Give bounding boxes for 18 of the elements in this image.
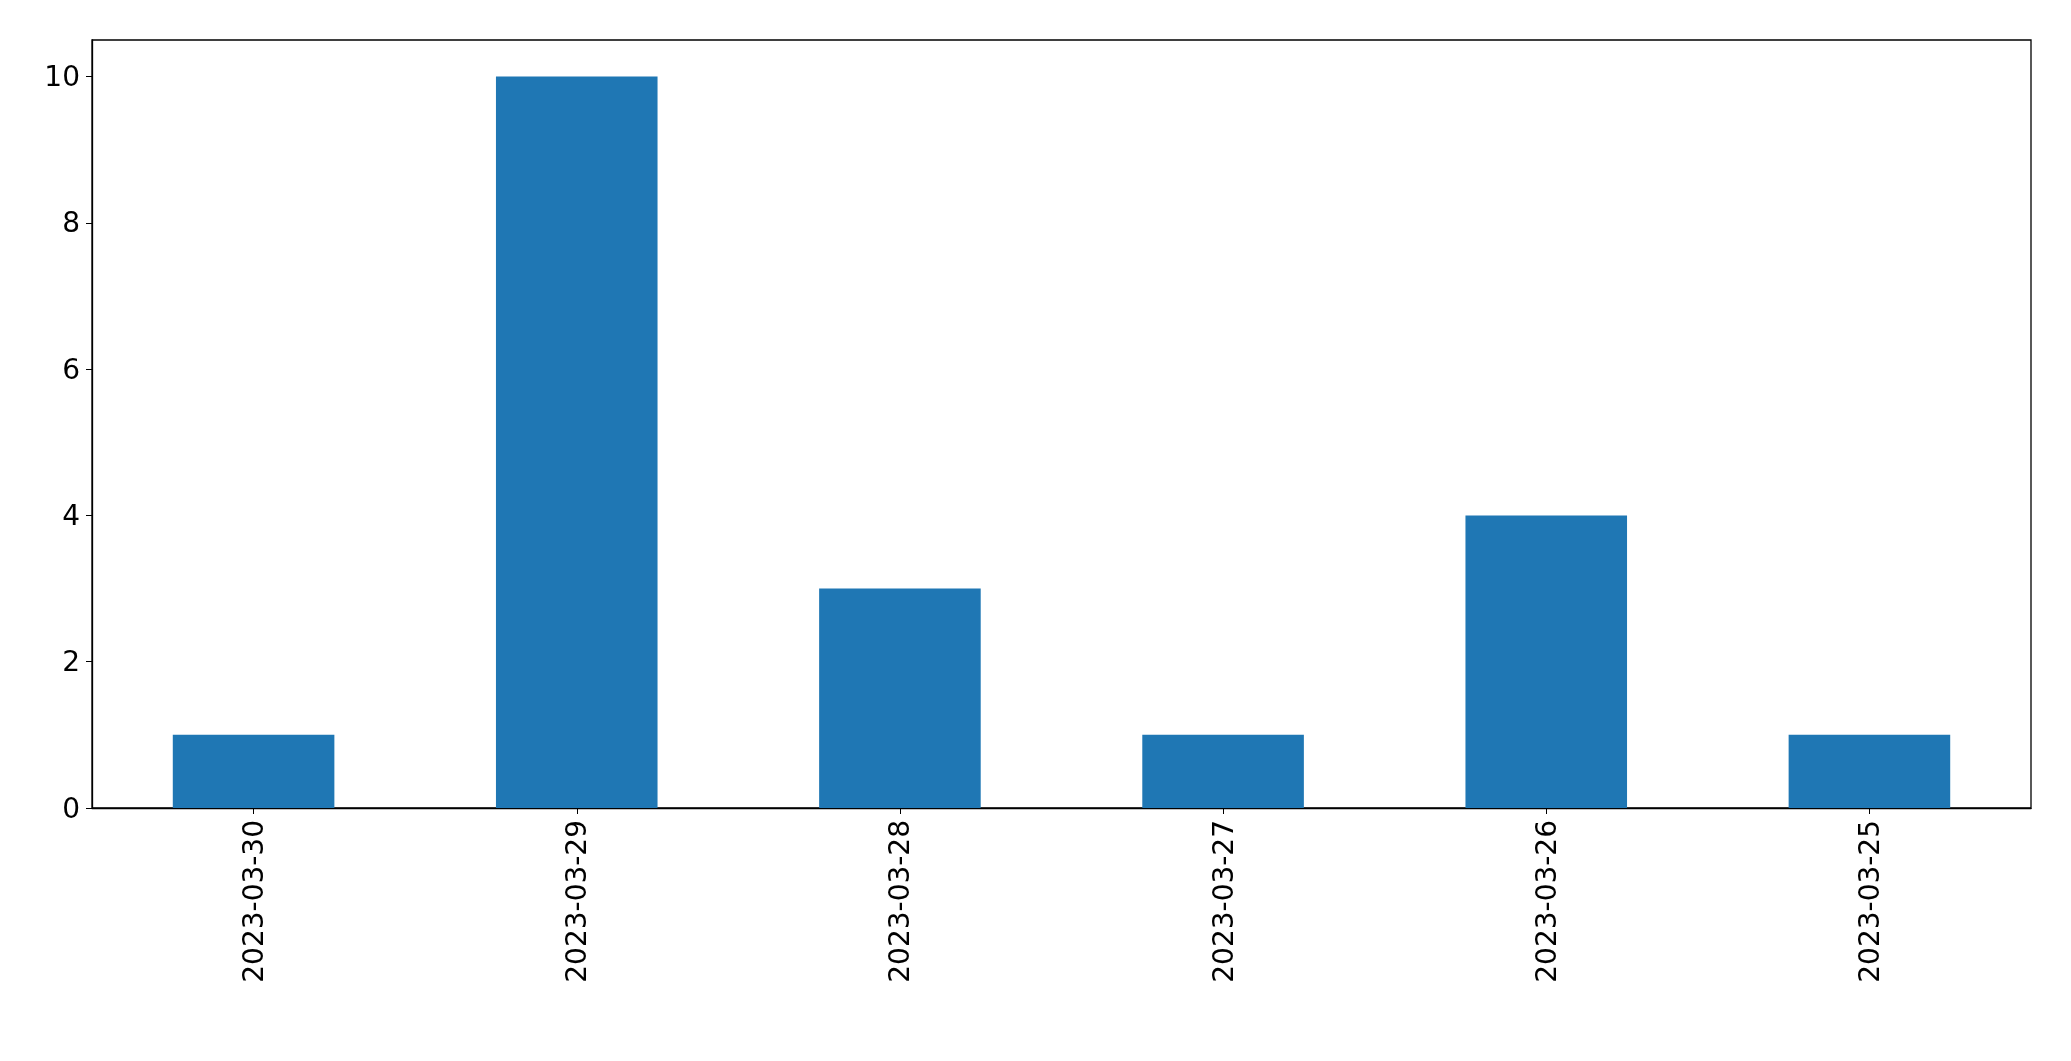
bar: [1142, 734, 1304, 808]
x-tick-label: 2023-03-25: [1852, 820, 1886, 983]
bar: [1465, 515, 1628, 808]
x-tick-label: 2023-03-27: [1206, 820, 1240, 983]
y-tick-label: 8: [62, 206, 80, 240]
y-tick-label: 6: [62, 352, 80, 386]
x-tick-label: 2023-03-30: [237, 820, 271, 983]
bar: [172, 734, 335, 808]
bar: [819, 588, 981, 808]
x-tick-label: 2023-03-26: [1529, 820, 1563, 983]
y-tick-label: 2: [62, 645, 80, 679]
y-tick-label: 0: [62, 791, 80, 825]
y-tick-label: 10: [44, 60, 80, 94]
y-tick-label: 4: [62, 498, 80, 532]
x-tick-label: 2023-03-29: [560, 820, 594, 983]
bar: [495, 76, 658, 808]
x-tick-label: 2023-03-28: [883, 820, 917, 983]
bar: [1788, 734, 1951, 808]
